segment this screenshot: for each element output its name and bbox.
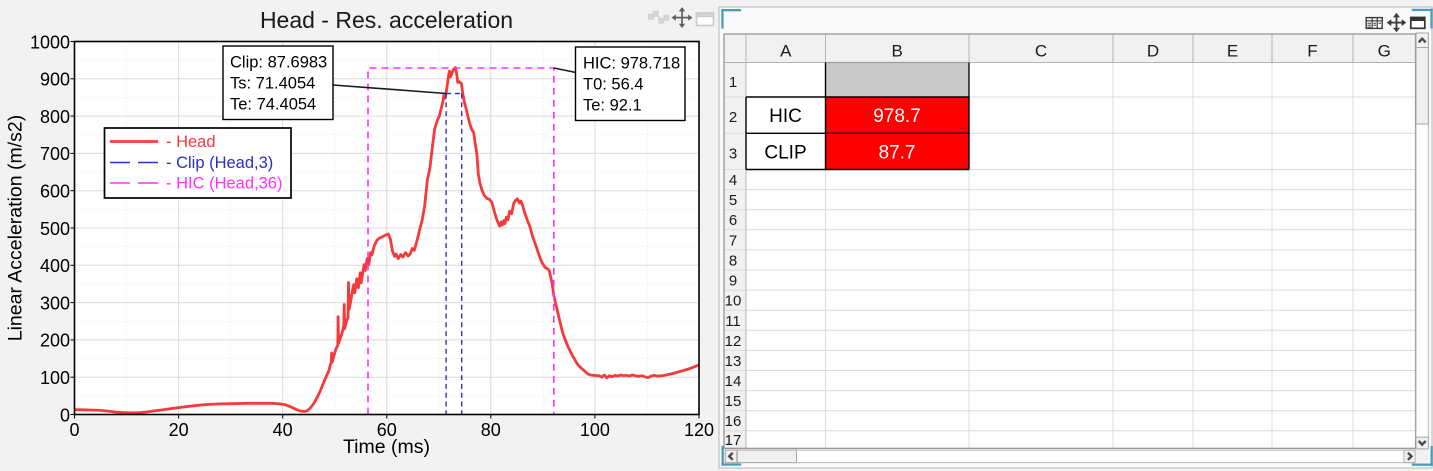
svg-text:Te: 74.4054: Te: 74.4054 <box>230 96 316 114</box>
svg-text:13: 13 <box>725 353 742 370</box>
svg-text:20: 20 <box>169 420 189 440</box>
svg-text:3: 3 <box>729 145 737 162</box>
svg-text:40: 40 <box>273 420 293 440</box>
svg-text:HIC: 978.718: HIC: 978.718 <box>583 55 680 73</box>
svg-text:700: 700 <box>40 144 70 164</box>
svg-text:10: 10 <box>725 293 742 310</box>
svg-text:800: 800 <box>40 107 70 127</box>
svg-text:T0: 56.4: T0: 56.4 <box>583 76 644 94</box>
svg-text:7: 7 <box>729 232 737 249</box>
svg-text:Linear Acceleration (m/s2): Linear Acceleration (m/s2) <box>5 115 27 342</box>
svg-text:100: 100 <box>580 420 610 440</box>
svg-text:978.7: 978.7 <box>873 106 921 127</box>
svg-text:CLIP: CLIP <box>764 143 806 164</box>
svg-text:D: D <box>1147 42 1159 61</box>
svg-text:4: 4 <box>729 172 737 189</box>
svg-text:16: 16 <box>725 413 742 430</box>
svg-text:Time (ms): Time (ms) <box>343 436 430 458</box>
svg-text:5: 5 <box>729 192 737 209</box>
svg-text:200: 200 <box>40 331 70 351</box>
svg-text:1000: 1000 <box>30 32 70 52</box>
svg-text:Clip: 87.6983: Clip: 87.6983 <box>230 54 327 72</box>
svg-text:8: 8 <box>729 252 737 269</box>
svg-text:- Head: - Head <box>166 133 216 151</box>
svg-text:100: 100 <box>40 368 70 388</box>
svg-text:500: 500 <box>40 219 70 239</box>
svg-text:15: 15 <box>725 393 742 410</box>
svg-text:900: 900 <box>40 70 70 90</box>
svg-text:Head - Res. acceleration: Head - Res. acceleration <box>260 7 513 33</box>
svg-text:17: 17 <box>725 432 742 449</box>
svg-text:Ts: 71.4054: Ts: 71.4054 <box>230 75 315 93</box>
svg-text:- HIC (Head,36): - HIC (Head,36) <box>166 175 282 193</box>
svg-text:80: 80 <box>481 420 501 440</box>
svg-text:12: 12 <box>725 333 742 350</box>
svg-text:1: 1 <box>729 74 737 91</box>
svg-text:600: 600 <box>40 182 70 202</box>
svg-text:- Clip (Head,3): - Clip (Head,3) <box>166 154 273 172</box>
svg-text:A: A <box>780 42 792 61</box>
svg-text:G: G <box>1378 42 1391 61</box>
svg-text:0: 0 <box>60 405 70 425</box>
svg-text:9: 9 <box>729 273 737 290</box>
svg-text:400: 400 <box>40 256 70 276</box>
svg-text:6: 6 <box>729 212 737 229</box>
svg-text:11: 11 <box>725 313 741 330</box>
svg-text:E: E <box>1227 42 1238 61</box>
svg-text:C: C <box>1035 42 1047 61</box>
svg-text:HIC: HIC <box>769 106 802 127</box>
svg-text:60: 60 <box>377 420 397 440</box>
svg-text:0: 0 <box>69 420 79 440</box>
svg-text:2: 2 <box>729 109 737 126</box>
svg-text:B: B <box>892 42 903 61</box>
svg-text:120: 120 <box>684 420 714 440</box>
svg-text:87.7: 87.7 <box>879 143 916 164</box>
svg-text:14: 14 <box>725 373 742 390</box>
svg-text:F: F <box>1307 42 1317 61</box>
svg-text:300: 300 <box>40 293 70 313</box>
svg-text:Te: 92.1: Te: 92.1 <box>583 97 642 115</box>
